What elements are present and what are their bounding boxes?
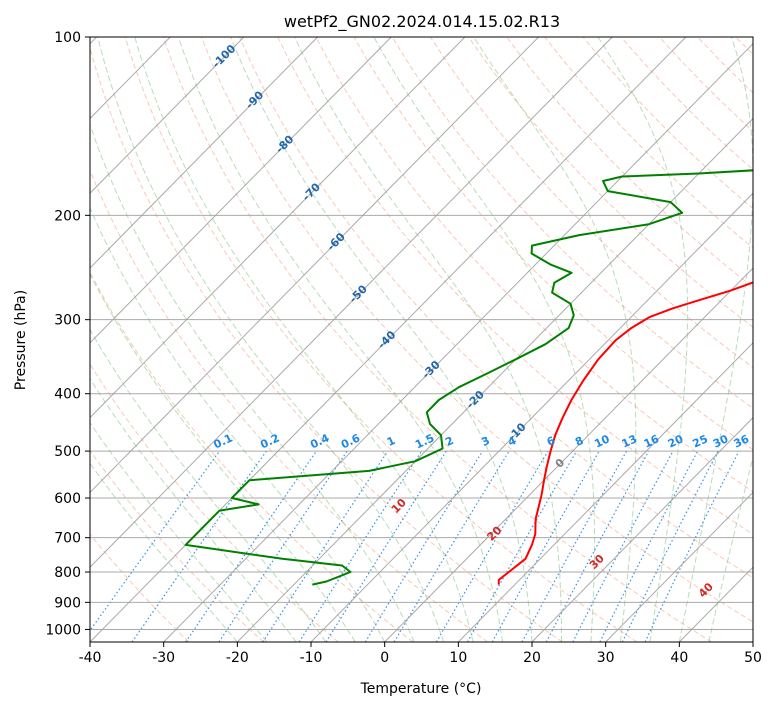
y-tick-label: 500 bbox=[54, 444, 81, 460]
y-tick-label: 800 bbox=[54, 565, 81, 581]
dry-adiabat-line bbox=[90, 363, 339, 642]
dry-adiabat-line bbox=[315, 37, 753, 493]
x-tick-label: 30 bbox=[597, 650, 615, 666]
moist-adiabat-line bbox=[473, 37, 637, 642]
isotherm-line bbox=[90, 37, 539, 494]
x-axis-label: Temperature (°C) bbox=[360, 681, 482, 697]
y-tick-label: 200 bbox=[54, 208, 81, 224]
mixing-ratio-line bbox=[90, 450, 221, 632]
x-tick-label: 50 bbox=[744, 650, 762, 666]
dry-adiabat-line bbox=[162, 37, 712, 642]
moist-adiabat-line bbox=[90, 206, 386, 642]
plot-area: -100-90-80-70-60-50-40-30-20-1000.1 0.2 0.… bbox=[90, 37, 753, 642]
x-tick-label: 0 bbox=[380, 650, 389, 666]
isobar-gridlines bbox=[90, 37, 753, 630]
isotherm-line bbox=[90, 37, 466, 419]
isotherm-line bbox=[531, 416, 753, 642]
isotherm-line bbox=[236, 117, 753, 642]
y-axis: 1000 900 800 700 600 500 400 300 200 100 bbox=[45, 30, 90, 638]
chart-title: wetPf2_GN02.2024.014.15.02.R13 bbox=[284, 12, 560, 32]
y-tick-label: 700 bbox=[54, 531, 81, 547]
moist-adiabat-line bbox=[597, 37, 689, 642]
mixing-ratio-line bbox=[218, 450, 348, 642]
moist-adiabat-line bbox=[90, 462, 238, 642]
moist-adiabat-line bbox=[230, 37, 533, 642]
y-tick-label: 900 bbox=[54, 595, 81, 611]
dry-adiabat-line bbox=[90, 271, 414, 642]
x-axis: -40 -30 -20 -10 0 10 20 30 40 50 bbox=[79, 642, 762, 666]
mixing-ratio-line bbox=[599, 450, 699, 642]
y-tick-label: 300 bbox=[54, 313, 81, 329]
y-axis-label: Pressure (hPa) bbox=[13, 290, 29, 390]
isotherm-line bbox=[90, 37, 392, 344]
x-tick-label: -30 bbox=[152, 650, 175, 666]
plot-frame bbox=[89, 36, 754, 643]
isotherm-line bbox=[384, 267, 753, 642]
moist-adiabat-line bbox=[90, 421, 268, 642]
isotherm-line bbox=[90, 37, 318, 269]
moist-adiabat-line bbox=[97, 37, 445, 642]
temperature-profile-line bbox=[497, 281, 753, 585]
isotherm-line bbox=[457, 342, 753, 642]
dry-adiabat-line bbox=[124, 37, 638, 642]
moist-adiabat-line bbox=[678, 37, 753, 642]
profile-lines bbox=[184, 169, 753, 586]
moist-adiabat-line bbox=[294, 37, 562, 642]
x-tick-label: -20 bbox=[226, 650, 249, 666]
x-tick-label: -10 bbox=[300, 650, 323, 666]
isotherm-lines bbox=[90, 37, 753, 642]
dry-adiabat-line bbox=[239, 37, 753, 579]
mixing-ratio-label: 20 bbox=[666, 432, 686, 450]
x-tick-label: 10 bbox=[449, 650, 467, 666]
isotherm-line bbox=[163, 42, 753, 642]
dry-adiabat-line bbox=[468, 37, 753, 328]
moist-adiabat-line bbox=[177, 37, 503, 642]
dry-adiabat-line bbox=[90, 533, 190, 642]
x-tick-label: 40 bbox=[670, 650, 688, 666]
dewpoint-profile-line bbox=[184, 169, 753, 586]
moist-adiabat-line bbox=[90, 328, 327, 642]
mixing-ratio-label: 25 bbox=[691, 432, 710, 450]
mixing-ratio-line bbox=[621, 450, 719, 642]
moist-adiabat-line bbox=[90, 377, 297, 642]
y-tick-label: 600 bbox=[54, 491, 81, 507]
mixing-ratio-label: 13 bbox=[620, 432, 639, 450]
x-tick-label: -40 bbox=[79, 650, 102, 666]
mixing-ratio-label: 36 bbox=[732, 432, 752, 450]
dry-adiabat-line bbox=[391, 37, 753, 409]
y-tick-label: 400 bbox=[54, 387, 81, 403]
dry-adiabat-line bbox=[353, 37, 753, 451]
moist-adiabat-line bbox=[373, 37, 596, 642]
mixing-ratio-line bbox=[325, 450, 447, 642]
moist-adiabat-line bbox=[134, 37, 474, 642]
mixing-ratio-line bbox=[393, 450, 510, 642]
dry-adiabat-line bbox=[200, 37, 753, 623]
y-tick-label: 100 bbox=[54, 30, 81, 46]
isotherm-line bbox=[605, 491, 753, 642]
y-tick-label: 1000 bbox=[45, 622, 81, 638]
mixing-ratio-line bbox=[262, 450, 389, 642]
isotherm-line bbox=[90, 37, 245, 194]
isotherm-line bbox=[310, 192, 753, 642]
mixing-ratio-line bbox=[545, 450, 650, 642]
mixing-ratio-label: 30 bbox=[711, 432, 731, 450]
isotherm-line bbox=[90, 37, 613, 568]
mixing-ratio-label: 16 bbox=[642, 432, 662, 450]
moist-adiabat-line bbox=[90, 273, 356, 642]
mixing-ratio-line bbox=[364, 450, 484, 642]
dry-adiabat-line bbox=[90, 46, 563, 642]
mixing-ratio-line bbox=[298, 450, 423, 642]
moist-adiabats bbox=[90, 37, 753, 642]
x-tick-label: 20 bbox=[523, 650, 541, 666]
mixing-ratio-line bbox=[644, 450, 740, 642]
mixing-ratio-line bbox=[521, 450, 628, 642]
mixing-ratio-line bbox=[185, 450, 317, 642]
mixing-ratio-label: 10 bbox=[592, 432, 612, 450]
